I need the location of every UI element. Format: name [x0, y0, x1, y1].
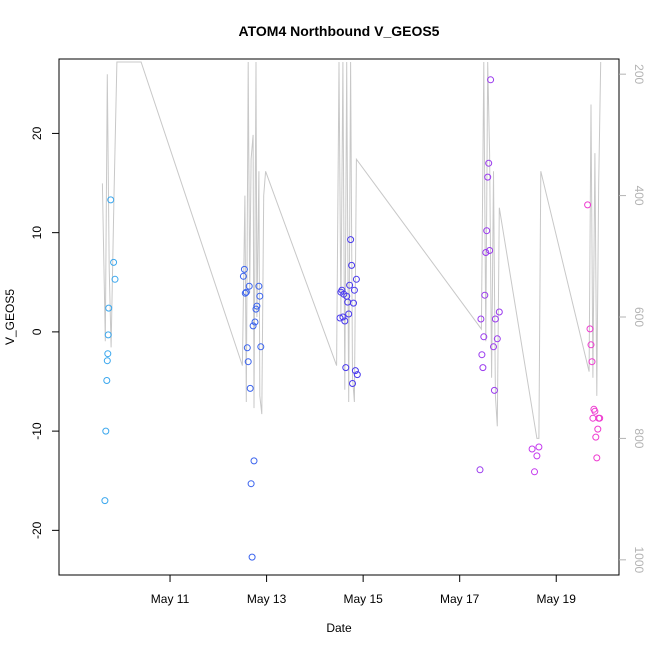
data-point [338, 286, 346, 294]
data-point [351, 367, 359, 375]
data-point [535, 443, 543, 451]
data-point [490, 386, 498, 394]
data-point [481, 291, 489, 299]
data-point [255, 282, 263, 290]
data-point [487, 76, 495, 84]
data-point [247, 480, 255, 488]
right-tick-label: 1000 [632, 546, 646, 573]
data-point [493, 335, 501, 343]
data-point [591, 407, 599, 415]
data-point [593, 454, 601, 462]
x-tick-label: May 11 [151, 592, 190, 606]
data-point [240, 265, 248, 273]
data-point [528, 445, 536, 453]
data-point [252, 305, 260, 313]
data-point [533, 452, 541, 460]
data-point [105, 304, 113, 312]
data-point [491, 315, 499, 323]
data-point [249, 322, 257, 330]
data-point [107, 196, 115, 204]
y-tick-label: 10 [30, 226, 44, 240]
data-point [588, 358, 596, 366]
data-point [349, 380, 356, 387]
x-tick-label: May 13 [247, 592, 287, 606]
data-point [484, 173, 492, 181]
data-point [592, 433, 600, 441]
scatter-points-layer [101, 76, 604, 561]
data-point [350, 299, 357, 307]
data-point [495, 308, 503, 316]
data-point [345, 310, 353, 318]
data-point [253, 302, 261, 310]
data-point [101, 497, 109, 505]
data-point [103, 357, 111, 365]
data-point [486, 247, 494, 254]
right-tick-label: 200 [632, 64, 646, 84]
data-point [104, 350, 112, 358]
data-point [490, 343, 497, 351]
data-point [342, 364, 350, 372]
data-point [586, 325, 594, 333]
data-point [352, 275, 360, 283]
data-point [346, 281, 354, 289]
data-point [485, 159, 493, 167]
data-point [348, 261, 356, 269]
x-tick-label: May 15 [343, 592, 383, 606]
data-point [110, 258, 118, 266]
data-point [103, 377, 111, 384]
data-point [241, 289, 249, 297]
data-point [242, 288, 250, 296]
y-axis-label: V_GEOS5 [3, 289, 17, 345]
y-tick-label: -10 [30, 422, 44, 440]
data-point [245, 282, 253, 290]
data-point [250, 457, 258, 465]
data-point [594, 425, 602, 433]
chart-title: ATOM4 Northbound V_GEOS5 [239, 23, 440, 39]
x-tick-label: May 19 [537, 592, 577, 606]
data-point [596, 414, 604, 422]
pressure-line [101, 61, 602, 439]
data-point [483, 227, 491, 235]
data-point [102, 427, 110, 435]
data-point [479, 364, 487, 372]
data-point [251, 318, 259, 326]
data-point [243, 344, 251, 352]
data-point [257, 343, 265, 351]
data-point [587, 341, 595, 349]
data-point [478, 351, 486, 359]
right-tick-label: 400 [632, 186, 646, 206]
x-axis: May 11 May 13 May 15 May 17 May 19 [151, 575, 576, 606]
data-point [477, 315, 485, 323]
y-axis: -20 -10 0 10 20 [30, 126, 59, 539]
y-tick-label: -20 [30, 521, 44, 539]
data-point [589, 414, 597, 422]
data-point [476, 466, 484, 474]
data-point [104, 331, 112, 339]
pressure-line-layer [101, 61, 602, 439]
plot-frame [58, 58, 620, 576]
y-tick-label: 20 [30, 126, 44, 140]
right-axis: 200 400 600 800 1000 [619, 64, 646, 573]
data-point [248, 553, 256, 561]
data-point [584, 201, 592, 209]
x-axis-label: Date [326, 621, 352, 635]
data-point [239, 272, 247, 280]
data-point [244, 358, 252, 366]
data-point [353, 371, 361, 379]
right-tick-label: 800 [632, 428, 646, 448]
data-point [350, 286, 358, 294]
data-point [531, 468, 538, 476]
data-point [480, 333, 488, 341]
data-point [111, 275, 119, 283]
data-point [246, 384, 254, 392]
data-point [341, 317, 349, 325]
data-point [482, 249, 490, 256]
data-point [256, 292, 264, 300]
y-tick-label: 0 [30, 328, 44, 335]
right-tick-label: 600 [632, 307, 646, 327]
data-point [339, 313, 347, 321]
data-point [347, 236, 355, 244]
x-tick-label: May 17 [440, 592, 480, 606]
